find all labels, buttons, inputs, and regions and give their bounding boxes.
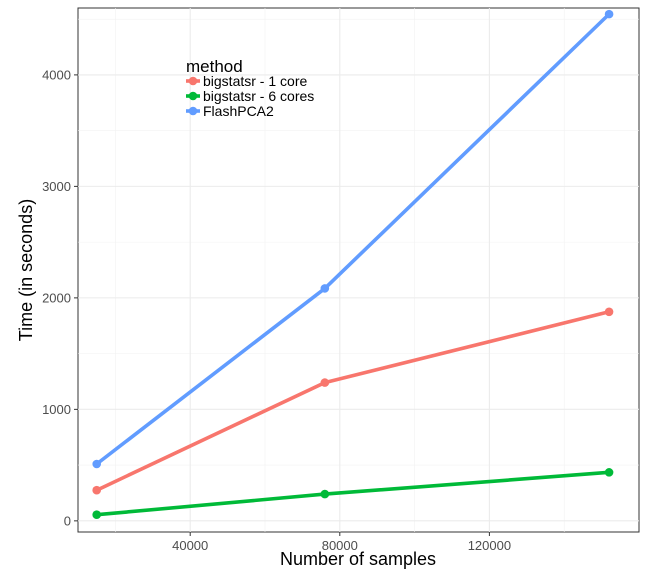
legend-title: method [186, 57, 243, 76]
data-point [604, 9, 614, 19]
legend-label: FlashPCA2 [203, 103, 274, 119]
plot-panel [77, 7, 640, 533]
data-point [92, 459, 101, 469]
data-point [604, 307, 614, 317]
legend-key-point [188, 76, 198, 86]
minor-gridlines [78, 8, 639, 532]
legend-key-point [188, 91, 198, 101]
data-point [320, 378, 330, 387]
legend-label: bigstatsr - 6 cores [203, 88, 314, 104]
series-points [92, 9, 614, 520]
legend-key-point [188, 106, 198, 116]
data-point [92, 485, 101, 495]
x-axis: 40000 80000 120000 [172, 532, 511, 553]
y-tick-label: 4000 [42, 67, 71, 82]
y-axis: 0 1000 2000 3000 4000 [42, 67, 78, 528]
data-point [92, 510, 101, 520]
y-tick-label: 0 [64, 513, 71, 528]
data-point [320, 284, 330, 293]
data-point [604, 468, 614, 477]
y-tick-label: 3000 [42, 179, 71, 194]
x-tick-label: 40000 [172, 538, 208, 553]
data-point [320, 489, 330, 499]
x-tick-label: 80000 [322, 538, 358, 553]
y-tick-label: 1000 [42, 402, 71, 417]
x-axis-title: Number of samples [280, 549, 436, 569]
y-axis-title: Time (in seconds) [16, 199, 36, 341]
x-tick-label: 120000 [468, 538, 511, 553]
y-tick-label: 2000 [42, 290, 71, 305]
legend-label: bigstatsr - 1 core [203, 73, 307, 89]
